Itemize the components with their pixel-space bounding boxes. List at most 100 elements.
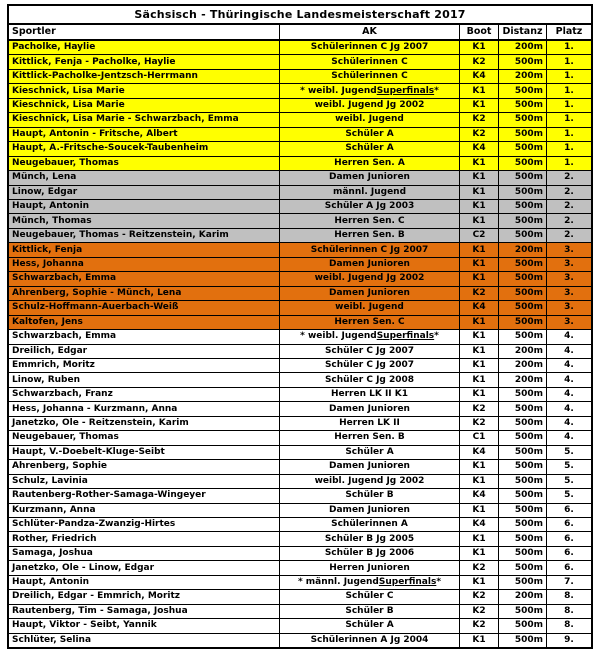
cell-sportler: Schwarzbach, Franz	[9, 387, 280, 402]
table-row: Haupt, V.-Doebelt-Kluge-Seibt Schüler A K4…	[9, 445, 591, 461]
cell-distanz: 500m	[499, 257, 547, 272]
cell-boot: K1	[460, 315, 499, 330]
cell-sportler: Haupt, V.-Doebelt-Kluge-Seibt	[9, 445, 280, 460]
cell-platz: 8.	[564, 605, 574, 616]
cell-platz: 1.	[564, 56, 574, 67]
cell-platz: 4.	[564, 374, 574, 385]
cell-ak: Schüler A	[280, 127, 460, 142]
cell-boot: K1	[460, 41, 499, 55]
cell-platz: 6.	[564, 562, 574, 573]
cell-sportler: Kieschnick, Lisa Marie	[9, 98, 280, 113]
cell-boot: C1	[460, 431, 499, 445]
table-row: Hess, Johanna Damen Junioren K1 500m 3.	[9, 257, 591, 273]
cell-distanz: 500m	[499, 445, 547, 460]
cell-boot: K1	[460, 257, 499, 272]
table-row: Haupt, Antonin - Fritsche, Albert Schüler…	[9, 127, 591, 143]
cell-boot: K1	[460, 185, 499, 199]
cell-sportler: Rother, Friedrich	[9, 532, 280, 546]
cell-boot: K1	[460, 358, 499, 373]
cell-boot: K2	[460, 55, 499, 69]
cell-sportler: Janetzko, Ole - Linow, Edgar	[9, 561, 280, 575]
cell-boot: K1	[460, 330, 499, 344]
cell-distanz: 500m	[499, 185, 547, 199]
cell-distanz: 500m	[499, 431, 547, 445]
cell-ak: Herren LK II	[280, 416, 460, 431]
table-row: Hess, Johanna - Kurzmann, Anna Damen Juni…	[9, 402, 591, 417]
table-row: Dreilich, Edgar Schüler C Jg 2007 K1 200m 4.	[9, 344, 591, 359]
cell-ak: Schüler B	[280, 489, 460, 503]
cell-distanz: 500m	[499, 113, 547, 127]
cell-sportler: Linow, Edgar	[9, 185, 280, 199]
table-row: Haupt, Antonin * männl. Jugend Superfinal…	[9, 575, 591, 591]
table-row: Kurzmann, Anna Damen Junioren K1 500m 6.	[9, 503, 591, 518]
cell-ak: Schülerinnen C Jg 2007	[280, 243, 460, 257]
cell-distanz: 500m	[499, 604, 547, 619]
cell-platz: 4.	[564, 331, 574, 342]
cell-ak: Schülerinnen C	[280, 69, 460, 84]
cell-distanz: 500m	[499, 55, 547, 69]
table-row: Emmrich, Moritz Schüler C Jg 2007 K1 200m 4.	[9, 358, 591, 374]
cell-platz: 1.	[564, 71, 574, 82]
cell-platz: 6.	[564, 533, 574, 544]
cell-ak: Schülerinnen A	[280, 517, 460, 532]
table-row: Haupt, Viktor - Seibt, Yannik Schüler A K2…	[9, 619, 591, 634]
cell-distanz: 200m	[499, 373, 547, 387]
table-row: Schwarzbach, Emma weibl. Jugend Jg 2002 K1…	[9, 272, 591, 287]
cell-distanz: 200m	[499, 344, 547, 358]
cell-distanz: 500m	[499, 228, 547, 243]
cell-distanz: 500m	[499, 272, 547, 286]
cell-sportler: Neugebauer, Thomas	[9, 156, 280, 171]
cell-sportler: Dreilich, Edgar	[9, 344, 280, 358]
cell-sportler: Rautenberg, Tim - Samaga, Joshua	[9, 604, 280, 619]
cell-ak: Schüler C	[280, 590, 460, 604]
cell-boot: K1	[460, 503, 499, 517]
cell-platz: 1.	[564, 143, 574, 154]
cell-boot: K2	[460, 619, 499, 633]
cell-ak: männl. Jugend	[280, 185, 460, 199]
cell-sportler: Rautenberg-Rother-Samaga-Wingeyer	[9, 489, 280, 503]
cell-boot: K4	[460, 69, 499, 84]
cell-platz: 2.	[564, 215, 574, 226]
cell-distanz: 500m	[499, 214, 547, 228]
cell-sportler: Haupt, Antonin	[9, 199, 280, 214]
cell-ak: Damen Junioren	[280, 257, 460, 272]
cell-platz: 4.	[564, 403, 574, 414]
cell-boot: K1	[460, 156, 499, 171]
cell-boot: K1	[460, 532, 499, 546]
cell-boot: K4	[460, 517, 499, 532]
cell-distanz: 500m	[499, 416, 547, 431]
cell-boot: K2	[460, 402, 499, 416]
table-row: Linow, Edgar männl. Jugend K1 500m 2.	[9, 185, 591, 200]
cell-ak: weibl. Jugend	[280, 301, 460, 315]
cell-boot: K2	[460, 416, 499, 431]
table-row: Rother, Friedrich Schüler B Jg 2005 K1 500m…	[9, 532, 591, 547]
column-header-distanz: Distanz	[499, 25, 547, 39]
cell-ak: Damen Junioren	[280, 171, 460, 185]
table-row: Haupt, A.-Fritsche-Soucek-Taubenheim Schü…	[9, 142, 591, 157]
table-row: Janetzko, Ole - Reitzenstein, Karim Herre…	[9, 416, 591, 432]
cell-sportler: Schlüter-Pandza-Zwanzig-Hirtes	[9, 517, 280, 532]
cell-boot: K2	[460, 604, 499, 619]
cell-sportler: Ahrenberg, Sophie - Münch, Lena	[9, 286, 280, 301]
cell-platz: 5.	[564, 475, 574, 486]
ak-underlined-text: Superfinals	[376, 331, 435, 342]
column-header-sportler: Sportler	[9, 25, 280, 39]
cell-boot: K1	[460, 344, 499, 358]
cell-distanz: 500m	[499, 315, 547, 330]
cell-distanz: 500m	[499, 387, 547, 402]
cell-platz: 4.	[564, 345, 574, 356]
table-row: Schlüter-Pandza-Zwanzig-Hirtes Schülerinn…	[9, 517, 591, 533]
cell-platz: 3.	[564, 287, 574, 298]
cell-platz: 5.	[564, 490, 574, 501]
cell-sportler: Pacholke, Haylie	[9, 41, 280, 55]
cell-platz: 1.	[564, 100, 574, 111]
cell-platz: 6.	[564, 504, 574, 515]
cell-distanz: 500m	[499, 98, 547, 113]
cell-distanz: 500m	[499, 460, 547, 474]
table-row: Neugebauer, Thomas Herren Sen. A K1 500m 1.	[9, 156, 591, 172]
cell-boot: K1	[460, 474, 499, 489]
table-row: Pacholke, Haylie Schülerinnen C Jg 2007 K1…	[9, 41, 591, 56]
cell-platz: 3.	[564, 302, 574, 313]
cell-boot: K4	[460, 142, 499, 156]
cell-ak: Schüler A	[280, 445, 460, 460]
